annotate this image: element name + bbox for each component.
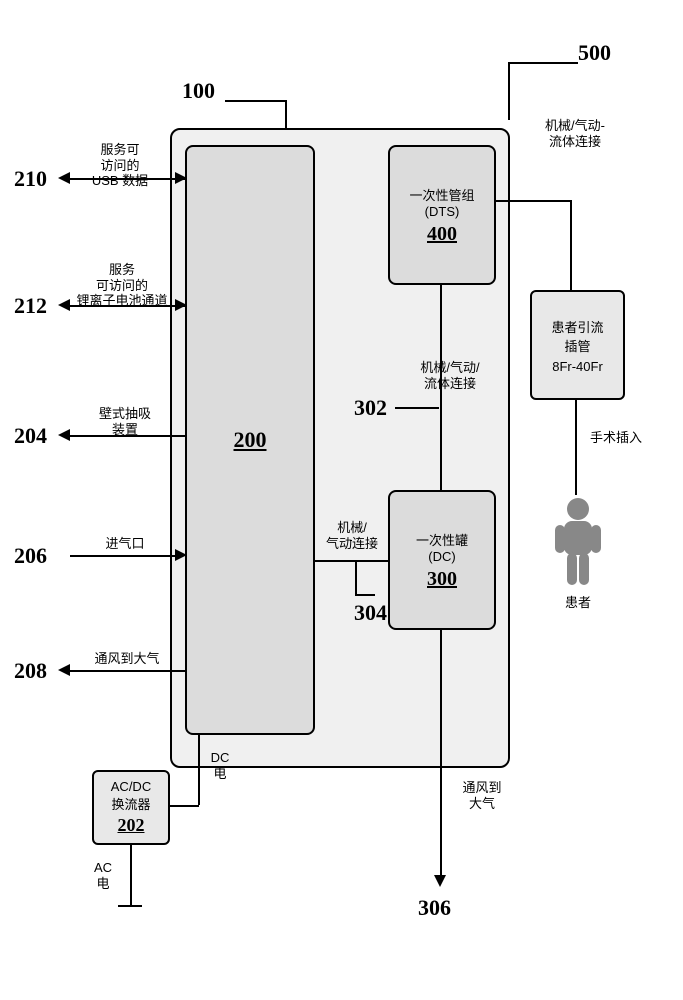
- lead-302: [395, 407, 439, 409]
- dts-line1: 一次性管组: [409, 185, 474, 204]
- label-mech-pneu: 机械/ 气动连接: [322, 520, 382, 551]
- ref-302: 302: [354, 395, 387, 421]
- dc-line2: (DC): [428, 549, 455, 564]
- cath-line3: 8Fr-40Fr: [552, 359, 603, 374]
- edge-dc-atm: [440, 630, 442, 875]
- edge-ac-v: [130, 845, 132, 905]
- ref-206: 206: [14, 543, 47, 569]
- cath-line1: 患者引流: [551, 317, 603, 336]
- label-dc-pwr: DC 电: [205, 750, 235, 781]
- lead-100: [225, 100, 285, 102]
- lead-304: [355, 594, 375, 596]
- edge-200-dc-h: [315, 560, 388, 562]
- dts-line2: (DTS): [425, 204, 460, 219]
- arrow-air-r: [175, 549, 187, 561]
- box-catheter: 患者引流 插管 8Fr-40Fr: [530, 290, 625, 400]
- ref-204: 204: [14, 423, 47, 449]
- lead-500: [508, 62, 578, 64]
- ref-304: 304: [354, 600, 387, 626]
- ref-400: 400: [427, 223, 457, 246]
- edge-dc-v: [198, 735, 200, 805]
- arrow-vent-l: [58, 664, 70, 676]
- box-200: 200: [185, 145, 315, 735]
- label-patient: 患者: [565, 595, 591, 611]
- label-vent: 通风到大气: [82, 651, 172, 667]
- label-mech-pneu-fluid: 机械/气动- 流体连接: [535, 118, 615, 149]
- lead-304-v: [355, 562, 357, 594]
- label-mech-pneu-fluid2: 机械/气动/ 流体连接: [410, 360, 490, 391]
- dc-line1: 一次性罐: [416, 530, 468, 549]
- label-lipo: 服务 可访问的 锂离子电池通道: [72, 262, 172, 309]
- edge-dts-cath-v: [570, 200, 572, 290]
- label-ac-pwr: AC 电: [88, 860, 118, 891]
- acdc-line2: 换流器: [111, 794, 150, 813]
- ref-100: 100: [182, 78, 215, 104]
- edge-dc-h: [170, 805, 199, 807]
- ref-306: 306: [418, 895, 451, 921]
- label-surgical-insert: 手术插入: [590, 430, 642, 446]
- ref-210: 210: [14, 166, 47, 192]
- edge-air: [70, 555, 183, 557]
- arrow-usb-l: [58, 172, 70, 184]
- label-wall: 壁式抽吸 装置: [85, 406, 165, 437]
- label-usb: 服务可 访问的 USB 数据: [80, 142, 160, 189]
- person-icon: [548, 495, 608, 590]
- arrow-usb-r: [175, 172, 187, 184]
- lead-500-v: [508, 62, 510, 120]
- ref-500: 500: [578, 40, 611, 66]
- edge-ac-stub: [118, 905, 142, 907]
- box-dts: 一次性管组 (DTS) 400: [388, 145, 496, 285]
- ref-200: 200: [234, 427, 267, 453]
- label-air: 进气口: [95, 536, 155, 552]
- arrow-lipo-l: [58, 299, 70, 311]
- lead-100-v: [285, 100, 287, 128]
- box-dc: 一次性罐 (DC) 300: [388, 490, 496, 630]
- label-vent-atm: 通风到 大气: [457, 780, 507, 811]
- edge-cath-patient: [575, 400, 577, 495]
- edge-vent: [70, 670, 185, 672]
- ref-208: 208: [14, 658, 47, 684]
- cath-line2: 插管: [564, 336, 590, 355]
- ref-212: 212: [14, 293, 47, 319]
- box-acdc: AC/DC 换流器 202: [92, 770, 170, 845]
- arrow-dc-atm: [434, 875, 446, 887]
- ref-202: 202: [118, 815, 145, 836]
- edge-dts-cath: [496, 200, 570, 202]
- acdc-line1: AC/DC: [111, 779, 151, 794]
- arrow-lipo-r: [175, 299, 187, 311]
- arrow-wall-l: [58, 429, 70, 441]
- ref-300: 300: [427, 568, 457, 591]
